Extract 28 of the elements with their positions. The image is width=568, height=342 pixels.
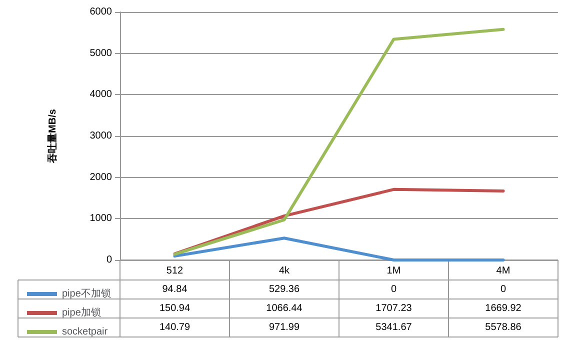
x-tick-label: 512	[166, 266, 184, 276]
data-label: 0	[390, 284, 397, 295]
data-label: 1669.92	[485, 303, 522, 314]
legend-label: pipe加锁	[62, 306, 101, 318]
x-tick-label: 1M	[386, 266, 401, 276]
y-tick-label: 1000	[90, 213, 112, 224]
data-label: 1066.44	[266, 303, 303, 314]
y-axis-title: 吞吐量MB/s	[46, 108, 58, 164]
y-tick-label: 5000	[90, 48, 112, 59]
data-label: 5578.86	[485, 322, 522, 333]
data-label: 1707.23	[376, 303, 412, 314]
data-label: 140.79	[159, 322, 190, 333]
data-label: 150.94	[159, 303, 190, 314]
data-label: 529.36	[268, 284, 300, 295]
x-tick-label: 4M	[496, 266, 510, 276]
line-series	[173, 28, 505, 256]
y-tick-label: 6000	[90, 6, 112, 18]
data-label: 5341.67	[376, 322, 412, 333]
data-label: 94.84	[162, 284, 188, 295]
legend-label: socketpair	[62, 326, 108, 338]
y-tick-label: 0	[106, 254, 112, 266]
y-tick-label: 4000	[90, 89, 112, 100]
x-tick-label: 4k	[278, 266, 291, 276]
legend-label: pipe不加锁	[62, 288, 111, 300]
y-tick-label: 3000	[90, 130, 112, 142]
y-tick-label: 2000	[90, 172, 112, 183]
data-label: 0	[500, 284, 506, 295]
data-label: 971.99	[268, 322, 300, 333]
